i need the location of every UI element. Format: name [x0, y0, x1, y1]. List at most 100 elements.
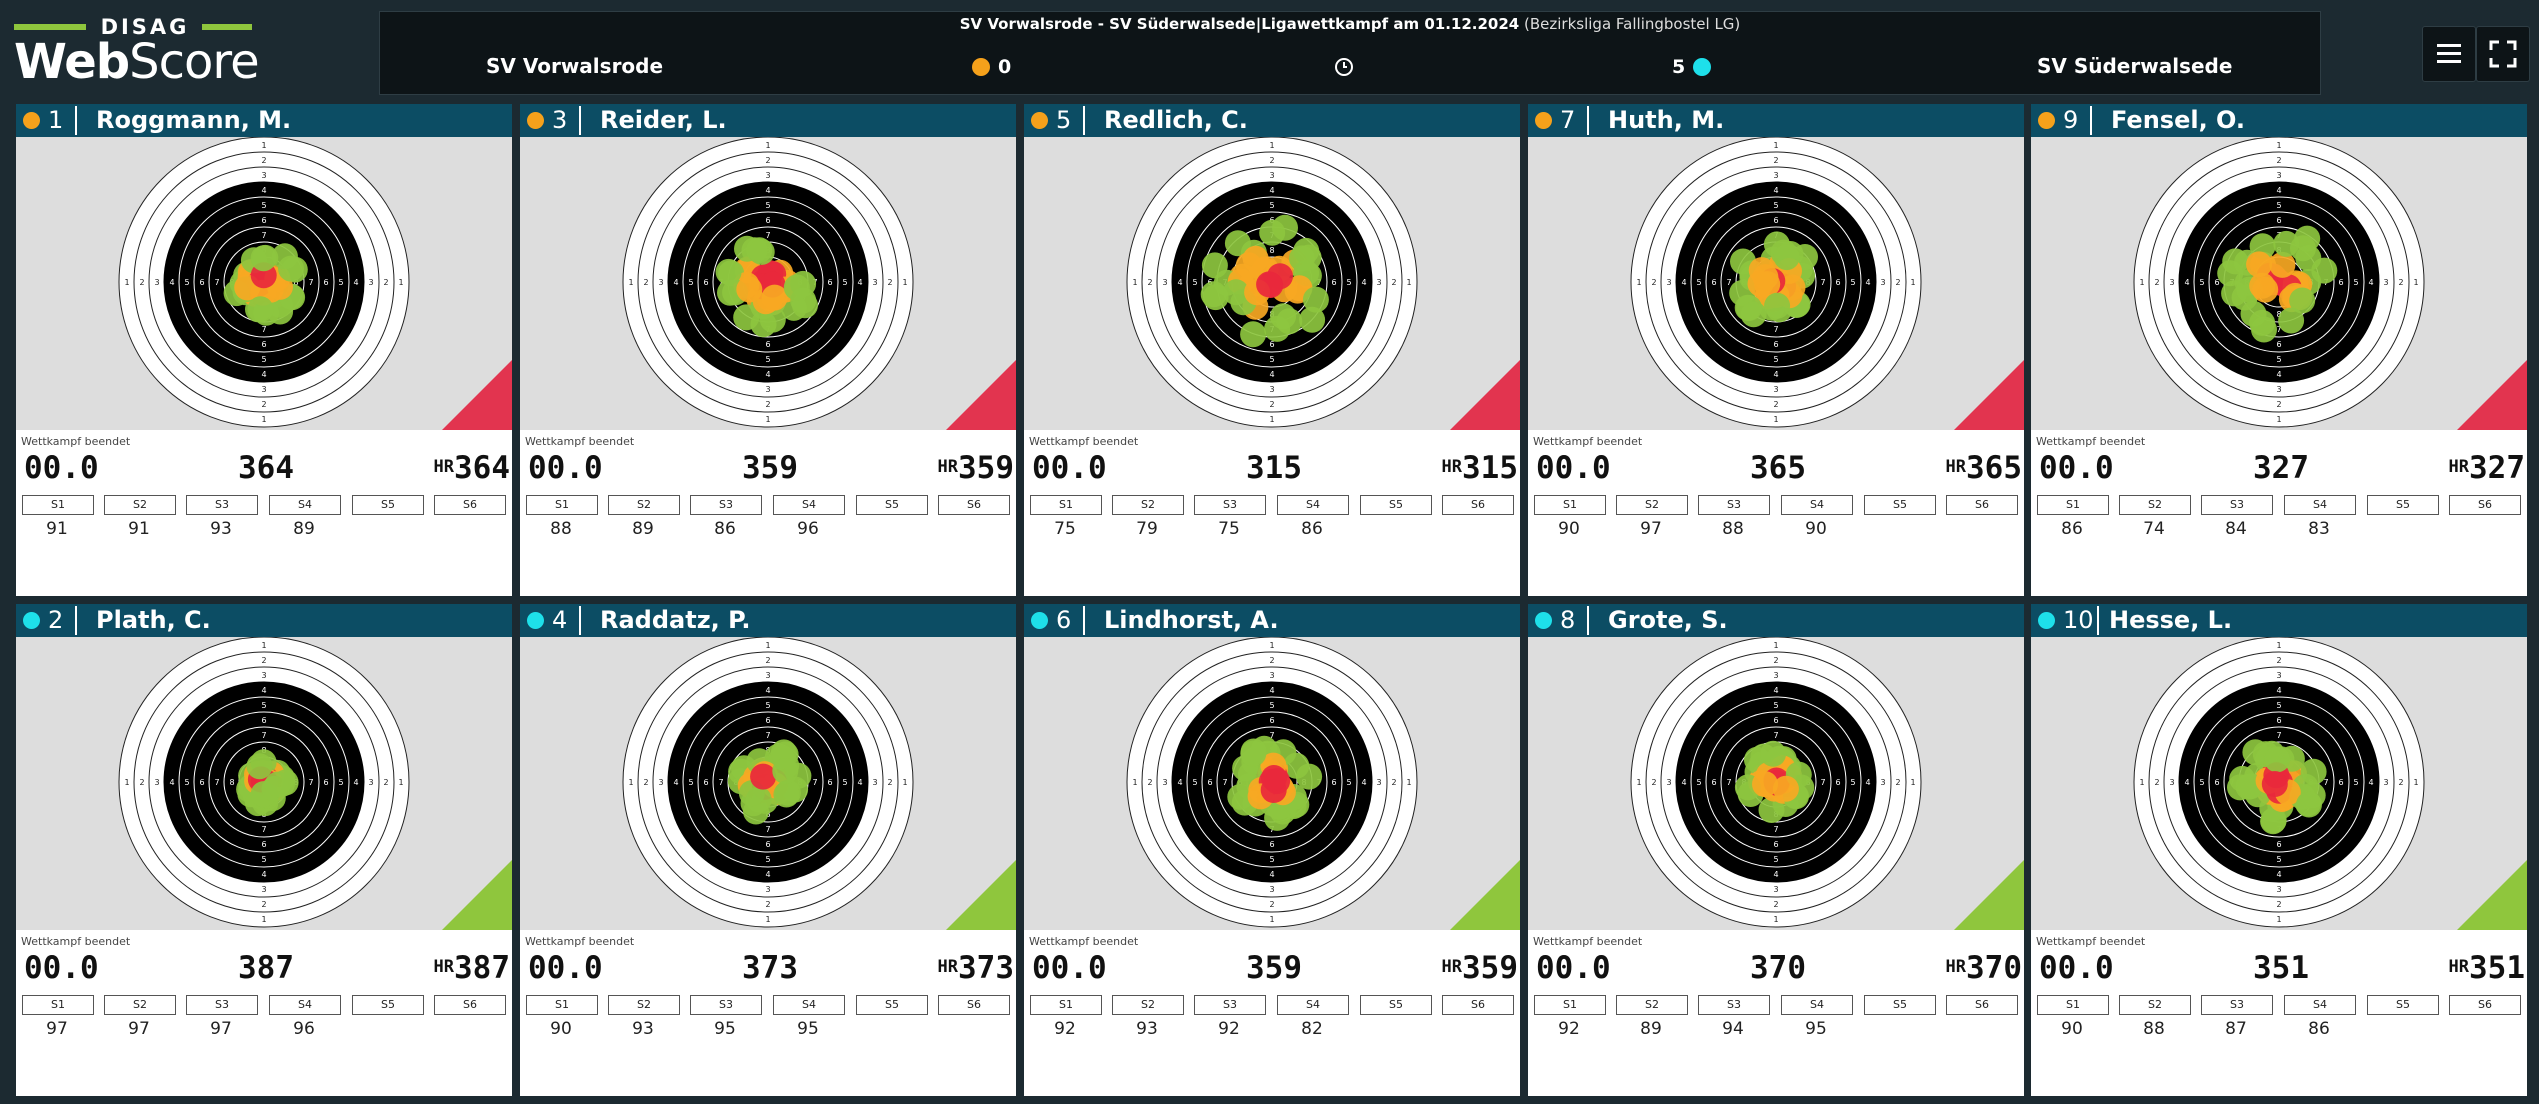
loss-indicator — [442, 360, 512, 430]
svg-text:6: 6 — [323, 778, 328, 787]
series-button-s6[interactable]: S6 — [938, 995, 1010, 1015]
series-button-s2[interactable]: S2 — [1112, 995, 1184, 1015]
svg-text:5: 5 — [1696, 778, 1701, 787]
series-button-s4[interactable]: S4 — [2284, 995, 2356, 1015]
team-color-dot — [23, 612, 40, 629]
series-button-s5[interactable]: S5 — [352, 995, 424, 1015]
series-button-s5[interactable]: S5 — [1360, 995, 1432, 1015]
series-button-s1[interactable]: S1 — [1030, 495, 1102, 515]
series-button-s3[interactable]: S3 — [1698, 495, 1770, 515]
svg-text:5: 5 — [1773, 201, 1778, 210]
fullscreen-button[interactable] — [2476, 26, 2530, 82]
shooter-name: Reider, L. — [600, 106, 727, 134]
series-button-s1[interactable]: S1 — [2037, 995, 2109, 1015]
series-button-s6[interactable]: S6 — [434, 995, 506, 1015]
series-button-s6[interactable]: S6 — [434, 495, 506, 515]
series-button-s5[interactable]: S5 — [856, 495, 928, 515]
series-button-s3[interactable]: S3 — [186, 495, 258, 515]
series-button-s3[interactable]: S3 — [690, 995, 762, 1015]
svg-text:6: 6 — [199, 778, 204, 787]
series-button-s1[interactable]: S1 — [526, 495, 598, 515]
svg-text:1: 1 — [1406, 278, 1411, 287]
series-button-s1[interactable]: S1 — [2037, 495, 2109, 515]
series-button-s5[interactable]: S5 — [2367, 995, 2439, 1015]
target-rings: 11112222333344445555666677778888 — [1630, 637, 1922, 928]
series-button-s4[interactable]: S4 — [773, 995, 845, 1015]
hr-value: 364 — [454, 450, 510, 486]
series-button-s4[interactable]: S4 — [269, 995, 341, 1015]
shooter-header: 6 Lindhorst, A. — [1024, 604, 1520, 637]
series-button-s6[interactable]: S6 — [1442, 495, 1514, 515]
team-color-dot — [1535, 112, 1552, 129]
series-button-s2[interactable]: S2 — [104, 995, 176, 1015]
series-value-s2: 89 — [632, 519, 654, 539]
series-button-s3[interactable]: S3 — [1194, 495, 1266, 515]
series-button-s3[interactable]: S3 — [2201, 995, 2273, 1015]
svg-text:3: 3 — [2169, 778, 2174, 787]
series-button-s2[interactable]: S2 — [608, 995, 680, 1015]
series-button-s5[interactable]: S5 — [1864, 995, 1936, 1015]
svg-text:4: 4 — [857, 778, 862, 787]
series-button-s4[interactable]: S4 — [1277, 495, 1349, 515]
series-button-s2[interactable]: S2 — [1112, 495, 1184, 515]
shooter-card[interactable]: 4 Raddatz, P. 1 1 1 1 2 2 2 2 3 3 3 3 4 4 4 4 5 5 5 5 6 6 6 6 7 7 7 7… — [520, 604, 1016, 1096]
series-button-s4[interactable]: S4 — [2284, 495, 2356, 515]
menu-button[interactable] — [2422, 26, 2476, 82]
series-button-s5[interactable]: S5 — [1864, 495, 1936, 515]
series-button-s6[interactable]: S6 — [1946, 995, 2018, 1015]
svg-text:3: 3 — [154, 278, 159, 287]
series-button-s2[interactable]: S2 — [2119, 995, 2191, 1015]
shooter-name: Plath, C. — [96, 606, 211, 634]
series-button-s5[interactable]: S5 — [856, 995, 928, 1015]
series-button-s2[interactable]: S2 — [608, 495, 680, 515]
shooter-card[interactable]: 6 Lindhorst, A. 1 1 1 1 2 2 2 2 3 3 3 3 4 4 4 4 5 5 5 5 6 6 6 6 7 7… — [1024, 604, 1520, 1096]
series-button-s2[interactable]: S2 — [104, 495, 176, 515]
series-button-s3[interactable]: S3 — [186, 995, 258, 1015]
series-button-s1[interactable]: S1 — [22, 495, 94, 515]
svg-text:5: 5 — [1269, 855, 1274, 864]
series-button-s6[interactable]: S6 — [2449, 995, 2521, 1015]
last-shot-value: 00.0 — [2039, 450, 2114, 486]
series-button-s1[interactable]: S1 — [22, 995, 94, 1015]
series-button-s1[interactable]: S1 — [1534, 995, 1606, 1015]
series-button-s4[interactable]: S4 — [1277, 995, 1349, 1015]
target-rings: 11112222333344445555666677778888 — [1630, 137, 1922, 428]
series-button-s3[interactable]: S3 — [690, 495, 762, 515]
series-button-s4[interactable]: S4 — [1781, 495, 1853, 515]
series-button-s5[interactable]: S5 — [352, 495, 424, 515]
series-button-s2[interactable]: S2 — [2119, 495, 2191, 515]
series-button-s3[interactable]: S3 — [1194, 995, 1266, 1015]
series-value-s3: 84 — [2225, 519, 2247, 539]
series-button-s1[interactable]: S1 — [1030, 995, 1102, 1015]
series-button-s2[interactable]: S2 — [1616, 995, 1688, 1015]
shooter-card[interactable]: 8 Grote, S. 1 1 1 1 2 2 2 2 3 3 3 3 4 4 4 4 5 5 5 5 6 6 6 6 7 7 7 7 8 8… — [1528, 604, 2024, 1096]
svg-text:2: 2 — [2276, 156, 2281, 165]
series-button-s1[interactable]: S1 — [526, 995, 598, 1015]
hr-label: HR — [433, 457, 454, 477]
shooter-name: Huth, M. — [1608, 106, 1725, 134]
series-button-s6[interactable]: S6 — [1442, 995, 1514, 1015]
series-button-s6[interactable]: S6 — [1946, 495, 2018, 515]
svg-text:7: 7 — [718, 778, 723, 787]
series-button-s1[interactable]: S1 — [1534, 495, 1606, 515]
series-button-s3[interactable]: S3 — [1698, 995, 1770, 1015]
series-button-s5[interactable]: S5 — [2367, 495, 2439, 515]
header-divider — [2097, 606, 2099, 635]
series-button-s4[interactable]: S4 — [1781, 995, 1853, 1015]
series-button-s6[interactable]: S6 — [2449, 495, 2521, 515]
series-button-s4[interactable]: S4 — [773, 495, 845, 515]
series-button-s4[interactable]: S4 — [269, 495, 341, 515]
series-button-s2[interactable]: S2 — [1616, 495, 1688, 515]
series-button-s5[interactable]: S5 — [1360, 495, 1432, 515]
shooter-card[interactable]: 1 Roggmann, M. 1 1 1 1 2 2 2 2 3 3 3 3 4 4 4 4 5 5 5 5 6 6 6 6 7 7 7… — [16, 104, 512, 596]
series-value-s4: 82 — [1301, 1019, 1323, 1039]
series-value-s4: 89 — [293, 519, 315, 539]
series-button-s6[interactable]: S6 — [938, 495, 1010, 515]
series-button-s3[interactable]: S3 — [2201, 495, 2273, 515]
